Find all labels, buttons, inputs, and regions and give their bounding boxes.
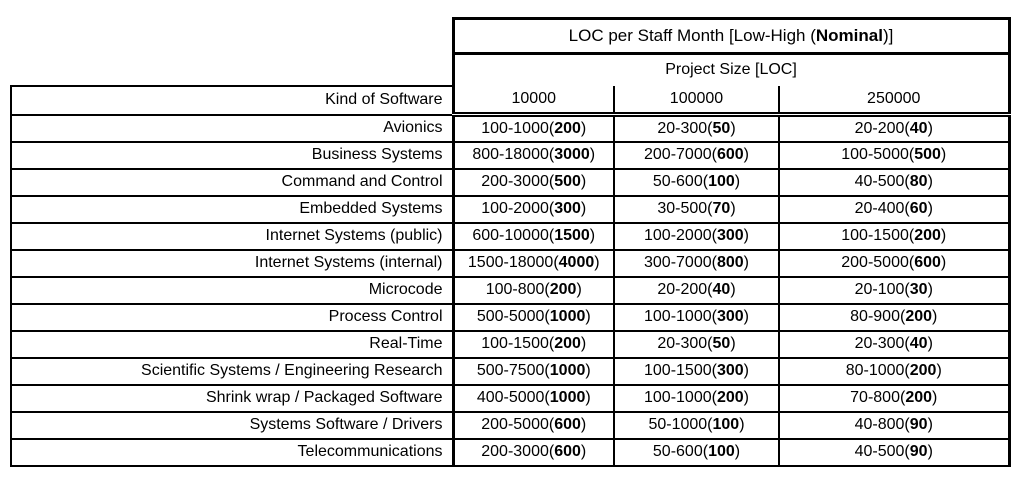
table-row: Shrink wrap / Packaged Software 400-5000(…: [10, 383, 1011, 413]
data-cell: 200-3000(600): [451, 437, 615, 467]
data-cell: 70-800(200): [778, 383, 1011, 413]
table-row: Business Systems 800-18000(3000) 200-7000(…: [10, 140, 1011, 170]
data-cell: 100-1500(200): [778, 221, 1011, 251]
data-cell: 100-1500(200): [451, 329, 615, 359]
blank-corner: [11, 19, 453, 54]
row-label: Embedded Systems: [10, 194, 453, 224]
table-row: Internet Systems (internal) 1500-18000(40…: [10, 248, 1011, 278]
data-cell: 20-300(50): [613, 329, 780, 359]
row-label: Telecommunications: [10, 437, 453, 467]
data-cell: 100-1000(300): [613, 302, 780, 332]
size-column-10000: 10000: [451, 85, 615, 117]
column-header-row: Kind of Software 10000 100000 250000: [10, 84, 1011, 117]
data-cell: 20-300(40): [778, 329, 1011, 359]
table-row: Process Control 500-5000(1000) 100-1000(30…: [10, 302, 1011, 332]
project-size-header: Project Size [LOC]: [451, 53, 1011, 86]
size-column-250000: 250000: [779, 85, 1011, 117]
title-text-bold: Nominal: [815, 26, 883, 45]
data-cell: 20-300(50): [613, 113, 780, 143]
data-cell: 300-7000(800): [613, 248, 780, 278]
row-label: Command and Control: [10, 167, 453, 197]
table-row: Avionics 100-1000(200) 20-300(50) 20-200(40…: [10, 113, 1011, 143]
data-cell: 80-1000(200): [778, 356, 1011, 386]
table-row: Systems Software / Drivers 200-5000(600) 5…: [10, 410, 1011, 440]
data-cell: 20-200(40): [613, 275, 780, 305]
row-label: Internet Systems (internal): [10, 248, 453, 278]
row-label: Business Systems: [10, 140, 453, 170]
data-cell: 40-800(90): [778, 410, 1011, 440]
data-cell: 400-5000(1000): [451, 383, 615, 413]
data-cell: 500-5000(1000): [451, 302, 615, 332]
data-cell: 200-5000(600): [451, 410, 615, 440]
title-text-pre: LOC per Staff Month [Low-High (: [568, 26, 816, 45]
table-row: Scientific Systems / Engineering Researc…: [10, 356, 1011, 386]
table-row: Telecommunications 200-3000(600) 50-600(10…: [10, 437, 1011, 467]
table-row: Command and Control 200-3000(500) 50-600(1…: [10, 167, 1011, 197]
title-row: LOC per Staff Month [Low-High (Nominal)]: [11, 17, 1011, 55]
data-cell: 200-3000(500): [451, 167, 615, 197]
row-label: Avionics: [10, 113, 453, 143]
row-label: Microcode: [10, 275, 453, 305]
data-cell: 100-2000(300): [613, 221, 780, 251]
data-cell: 200-7000(600): [613, 140, 780, 170]
data-cell: 100-5000(500): [778, 140, 1011, 170]
data-cell: 20-400(60): [778, 194, 1011, 224]
data-cell: 30-500(70): [613, 194, 780, 224]
data-cell: 600-10000(1500): [451, 221, 615, 251]
row-label: Internet Systems (public): [10, 221, 453, 251]
table-row: Microcode 100-800(200) 20-200(40) 20-100(30…: [10, 275, 1011, 305]
subtitle-row: Project Size [LOC]: [11, 53, 1011, 86]
blank-corner: [11, 54, 453, 86]
row-label: Process Control: [10, 302, 453, 332]
data-cell: 100-2000(300): [451, 194, 615, 224]
data-cell: 100-800(200): [451, 275, 615, 305]
table-title: LOC per Staff Month [Low-High (Nominal)]: [451, 17, 1011, 55]
table-row: Real-Time 100-1500(200) 20-300(50) 20-300(4…: [10, 329, 1011, 359]
data-cell: 40-500(90): [778, 437, 1011, 467]
data-cell: 100-1000(200): [613, 383, 780, 413]
data-cell: 100-1000(200): [451, 113, 615, 143]
data-cell: 40-500(80): [778, 167, 1011, 197]
data-cell: 20-200(40): [778, 113, 1011, 143]
data-cell: 800-18000(3000): [451, 140, 615, 170]
table-row: Embedded Systems 100-2000(300) 30-500(70) 2…: [10, 194, 1011, 224]
data-cell: 50-600(100): [613, 437, 780, 467]
data-cell: 50-600(100): [613, 167, 780, 197]
data-cell: 80-900(200): [778, 302, 1011, 332]
row-label: Shrink wrap / Packaged Software: [10, 383, 453, 413]
data-cell: 20-100(30): [778, 275, 1011, 305]
table-row: Internet Systems (public) 600-10000(1500)…: [10, 221, 1011, 251]
data-cell: 100-1500(300): [613, 356, 780, 386]
row-label: Real-Time: [10, 329, 453, 359]
data-cell: 1500-18000(4000): [451, 248, 615, 278]
size-column-100000: 100000: [614, 85, 780, 117]
kind-of-software-header: Kind of Software: [10, 84, 453, 116]
title-text-post: )]: [882, 26, 894, 45]
data-cell: 50-1000(100): [613, 410, 780, 440]
data-cell: 200-5000(600): [778, 248, 1011, 278]
table-body: Avionics 100-1000(200) 20-300(50) 20-200(40…: [10, 113, 1011, 467]
loc-per-staff-month-table: LOC per Staff Month [Low-High (Nominal)]…: [10, 17, 1011, 467]
row-label: Systems Software / Drivers: [10, 410, 453, 440]
data-cell: 500-7500(1000): [451, 356, 615, 386]
row-label: Scientific Systems / Engineering Researc…: [10, 356, 453, 386]
